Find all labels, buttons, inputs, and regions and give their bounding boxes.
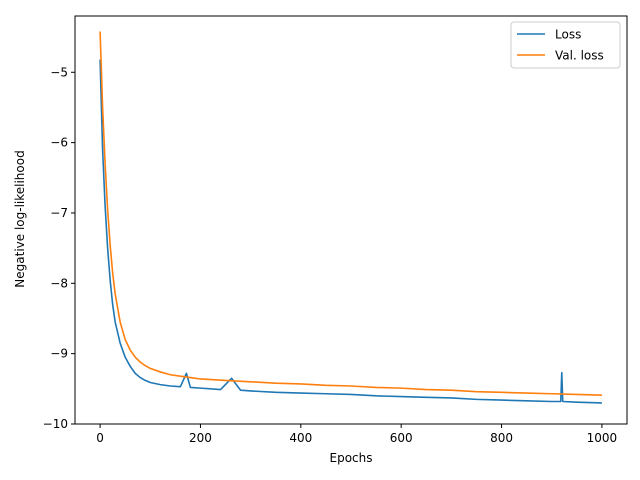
x-tick-label: 0 xyxy=(96,431,104,445)
x-tick-label: 200 xyxy=(189,431,212,445)
x-tick-label: 800 xyxy=(490,431,513,445)
series-layer xyxy=(99,31,602,404)
x-tick-label: 600 xyxy=(390,431,413,445)
legend-label-loss: Loss xyxy=(555,28,581,42)
y-tick-label: −9 xyxy=(50,347,68,361)
x-tick-label: 400 xyxy=(289,431,312,445)
x-axis-title: Epochs xyxy=(330,451,373,465)
y-axis: −10 −9 −8 −7 −6 −5 xyxy=(43,65,75,431)
y-tick-label: −10 xyxy=(43,417,68,431)
x-tick-label: 1000 xyxy=(587,431,618,445)
legend-label-val-loss: Val. loss xyxy=(555,49,604,63)
series-line-loss xyxy=(99,59,602,404)
y-tick-label: −7 xyxy=(50,206,68,220)
legend: Loss Val. loss xyxy=(510,21,621,69)
y-tick-label: −5 xyxy=(50,65,68,79)
plot-area xyxy=(74,15,628,425)
x-axis: 0 200 400 600 800 1000 xyxy=(96,424,617,445)
y-tick-label: −6 xyxy=(50,136,68,150)
series-line-val-loss xyxy=(99,31,602,396)
plot-frame xyxy=(74,15,628,425)
y-tick-label: −8 xyxy=(50,276,68,290)
y-axis-title: Negative log-likelihood xyxy=(13,150,27,287)
